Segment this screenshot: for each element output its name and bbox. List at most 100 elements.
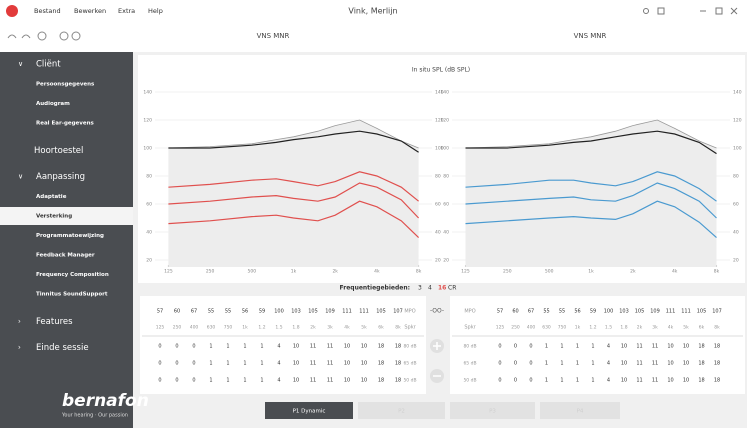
- gain-cell[interactable]: 1: [545, 378, 548, 384]
- nav-item[interactable]: Frequency Composition: [36, 272, 109, 278]
- gain-cell[interactable]: 0: [529, 378, 532, 384]
- gain-cell[interactable]: 0: [529, 344, 532, 350]
- band-option[interactable]: 4: [428, 285, 432, 292]
- section-label[interactable]: Features: [36, 317, 73, 327]
- gain-cell[interactable]: 10: [361, 378, 367, 384]
- gain-cell[interactable]: 10: [344, 378, 350, 384]
- icon[interactable]: [71, 31, 81, 41]
- gain-cell[interactable]: 1: [560, 344, 563, 350]
- gain-cell[interactable]: 0: [175, 378, 178, 384]
- gain-cell[interactable]: 18: [395, 361, 401, 367]
- nav-item[interactable]: Persoonsgegevens: [36, 82, 95, 88]
- gain-cell[interactable]: 18: [395, 378, 401, 384]
- gain-cell[interactable]: 11: [652, 344, 658, 350]
- nav-item[interactable]: Programmatoewijzing: [36, 233, 104, 239]
- gain-cell[interactable]: 10: [621, 344, 627, 350]
- gain-cell[interactable]: 1: [591, 378, 594, 384]
- gain-cell[interactable]: 4: [277, 378, 280, 384]
- nav-item[interactable]: Feedback Manager: [36, 253, 95, 259]
- gain-cell[interactable]: 10: [683, 361, 689, 367]
- nav-item[interactable]: Adaptatie: [36, 194, 67, 200]
- gain-cell[interactable]: 0: [514, 361, 517, 367]
- gain-cell[interactable]: 1: [545, 344, 548, 350]
- gain-cell[interactable]: 10: [683, 378, 689, 384]
- band-option[interactable]: CR: [448, 285, 456, 292]
- gain-cell[interactable]: 4: [277, 361, 280, 367]
- gain-cell[interactable]: 18: [714, 378, 720, 384]
- gain-cell[interactable]: 11: [636, 361, 642, 367]
- gain-cell[interactable]: 0: [158, 344, 161, 350]
- gain-cell[interactable]: 11: [327, 361, 333, 367]
- section-label[interactable]: Einde sessie: [36, 343, 89, 353]
- program-tab[interactable]: [450, 402, 535, 419]
- gain-cell[interactable]: 11: [310, 378, 316, 384]
- nav-item[interactable]: Tinnitus SoundSupport: [36, 292, 108, 298]
- gain-cell[interactable]: 11: [652, 378, 658, 384]
- gain-cell[interactable]: 10: [344, 361, 350, 367]
- gain-cell[interactable]: 1: [260, 378, 263, 384]
- section-label[interactable]: Aanpassing: [36, 172, 85, 182]
- gain-cell[interactable]: 18: [378, 378, 384, 384]
- gain-cell[interactable]: 1: [226, 361, 229, 367]
- nav-item[interactable]: Audiogram: [36, 101, 70, 107]
- gain-cell[interactable]: 1: [576, 378, 579, 384]
- gain-cell[interactable]: 18: [378, 361, 384, 367]
- gain-cell[interactable]: 1: [209, 344, 212, 350]
- gain-cell[interactable]: 18: [395, 344, 401, 350]
- icon[interactable]: [657, 7, 665, 15]
- gain-cell[interactable]: 1: [560, 378, 563, 384]
- gain-cell[interactable]: 10: [683, 344, 689, 350]
- gain-cell[interactable]: 4: [277, 344, 280, 350]
- gain-cell[interactable]: 4: [607, 344, 610, 350]
- gain-cell[interactable]: 10: [667, 361, 673, 367]
- gain-cell[interactable]: 1: [226, 378, 229, 384]
- gain-cell[interactable]: 0: [192, 378, 195, 384]
- gain-cell[interactable]: 11: [652, 361, 658, 367]
- gain-cell[interactable]: 10: [361, 344, 367, 350]
- gain-cell[interactable]: 1: [243, 361, 246, 367]
- gain-cell[interactable]: 10: [667, 378, 673, 384]
- band-option[interactable]: 3: [418, 285, 422, 292]
- gain-cell[interactable]: 11: [327, 378, 333, 384]
- gain-cell[interactable]: 0: [514, 344, 517, 350]
- gain-cell[interactable]: 1: [545, 361, 548, 367]
- gain-cell[interactable]: 11: [636, 344, 642, 350]
- menu-item[interactable]: Extra: [118, 7, 135, 15]
- gain-cell[interactable]: 10: [361, 361, 367, 367]
- menu-item[interactable]: Bewerken: [74, 7, 106, 15]
- gain-cell[interactable]: 18: [714, 361, 720, 367]
- gain-cell[interactable]: 0: [175, 344, 178, 350]
- gain-cell[interactable]: 10: [667, 344, 673, 350]
- program-tab[interactable]: [358, 402, 445, 419]
- gain-cell[interactable]: 0: [498, 378, 501, 384]
- gain-cell[interactable]: 18: [378, 344, 384, 350]
- undo[interactable]: [7, 34, 17, 39]
- program-tab[interactable]: [265, 402, 353, 419]
- program-tab[interactable]: [540, 402, 620, 419]
- gain-cell[interactable]: 4: [607, 361, 610, 367]
- gain-cell[interactable]: 11: [636, 378, 642, 384]
- gain-cell[interactable]: 1: [226, 344, 229, 350]
- menu-item[interactable]: Help: [148, 7, 163, 15]
- link-icon[interactable]: -OO-: [430, 308, 444, 315]
- gain-cell[interactable]: 11: [310, 344, 316, 350]
- icon[interactable]: [643, 8, 649, 14]
- gain-cell[interactable]: 10: [293, 378, 299, 384]
- gain-cell[interactable]: 0: [514, 378, 517, 384]
- gain-cell[interactable]: 10: [293, 361, 299, 367]
- gain-cell[interactable]: 1: [576, 361, 579, 367]
- gain-cell[interactable]: 18: [698, 361, 704, 367]
- gain-cell[interactable]: 1: [243, 378, 246, 384]
- section-label[interactable]: Cliënt: [36, 60, 61, 70]
- gain-cell[interactable]: 11: [310, 361, 316, 367]
- device-right[interactable]: VNS MNR: [574, 32, 607, 40]
- section-label[interactable]: Hoortoestel: [34, 146, 83, 156]
- device-left[interactable]: VNS MNR: [257, 32, 290, 40]
- gain-cell[interactable]: 1: [576, 344, 579, 350]
- gain-cell[interactable]: 11: [327, 344, 333, 350]
- gain-cell[interactable]: 1: [591, 344, 594, 350]
- gain-cell[interactable]: 1: [260, 361, 263, 367]
- gain-cell[interactable]: 18: [714, 344, 720, 350]
- gain-cell[interactable]: 1: [591, 361, 594, 367]
- close[interactable]: [730, 7, 738, 15]
